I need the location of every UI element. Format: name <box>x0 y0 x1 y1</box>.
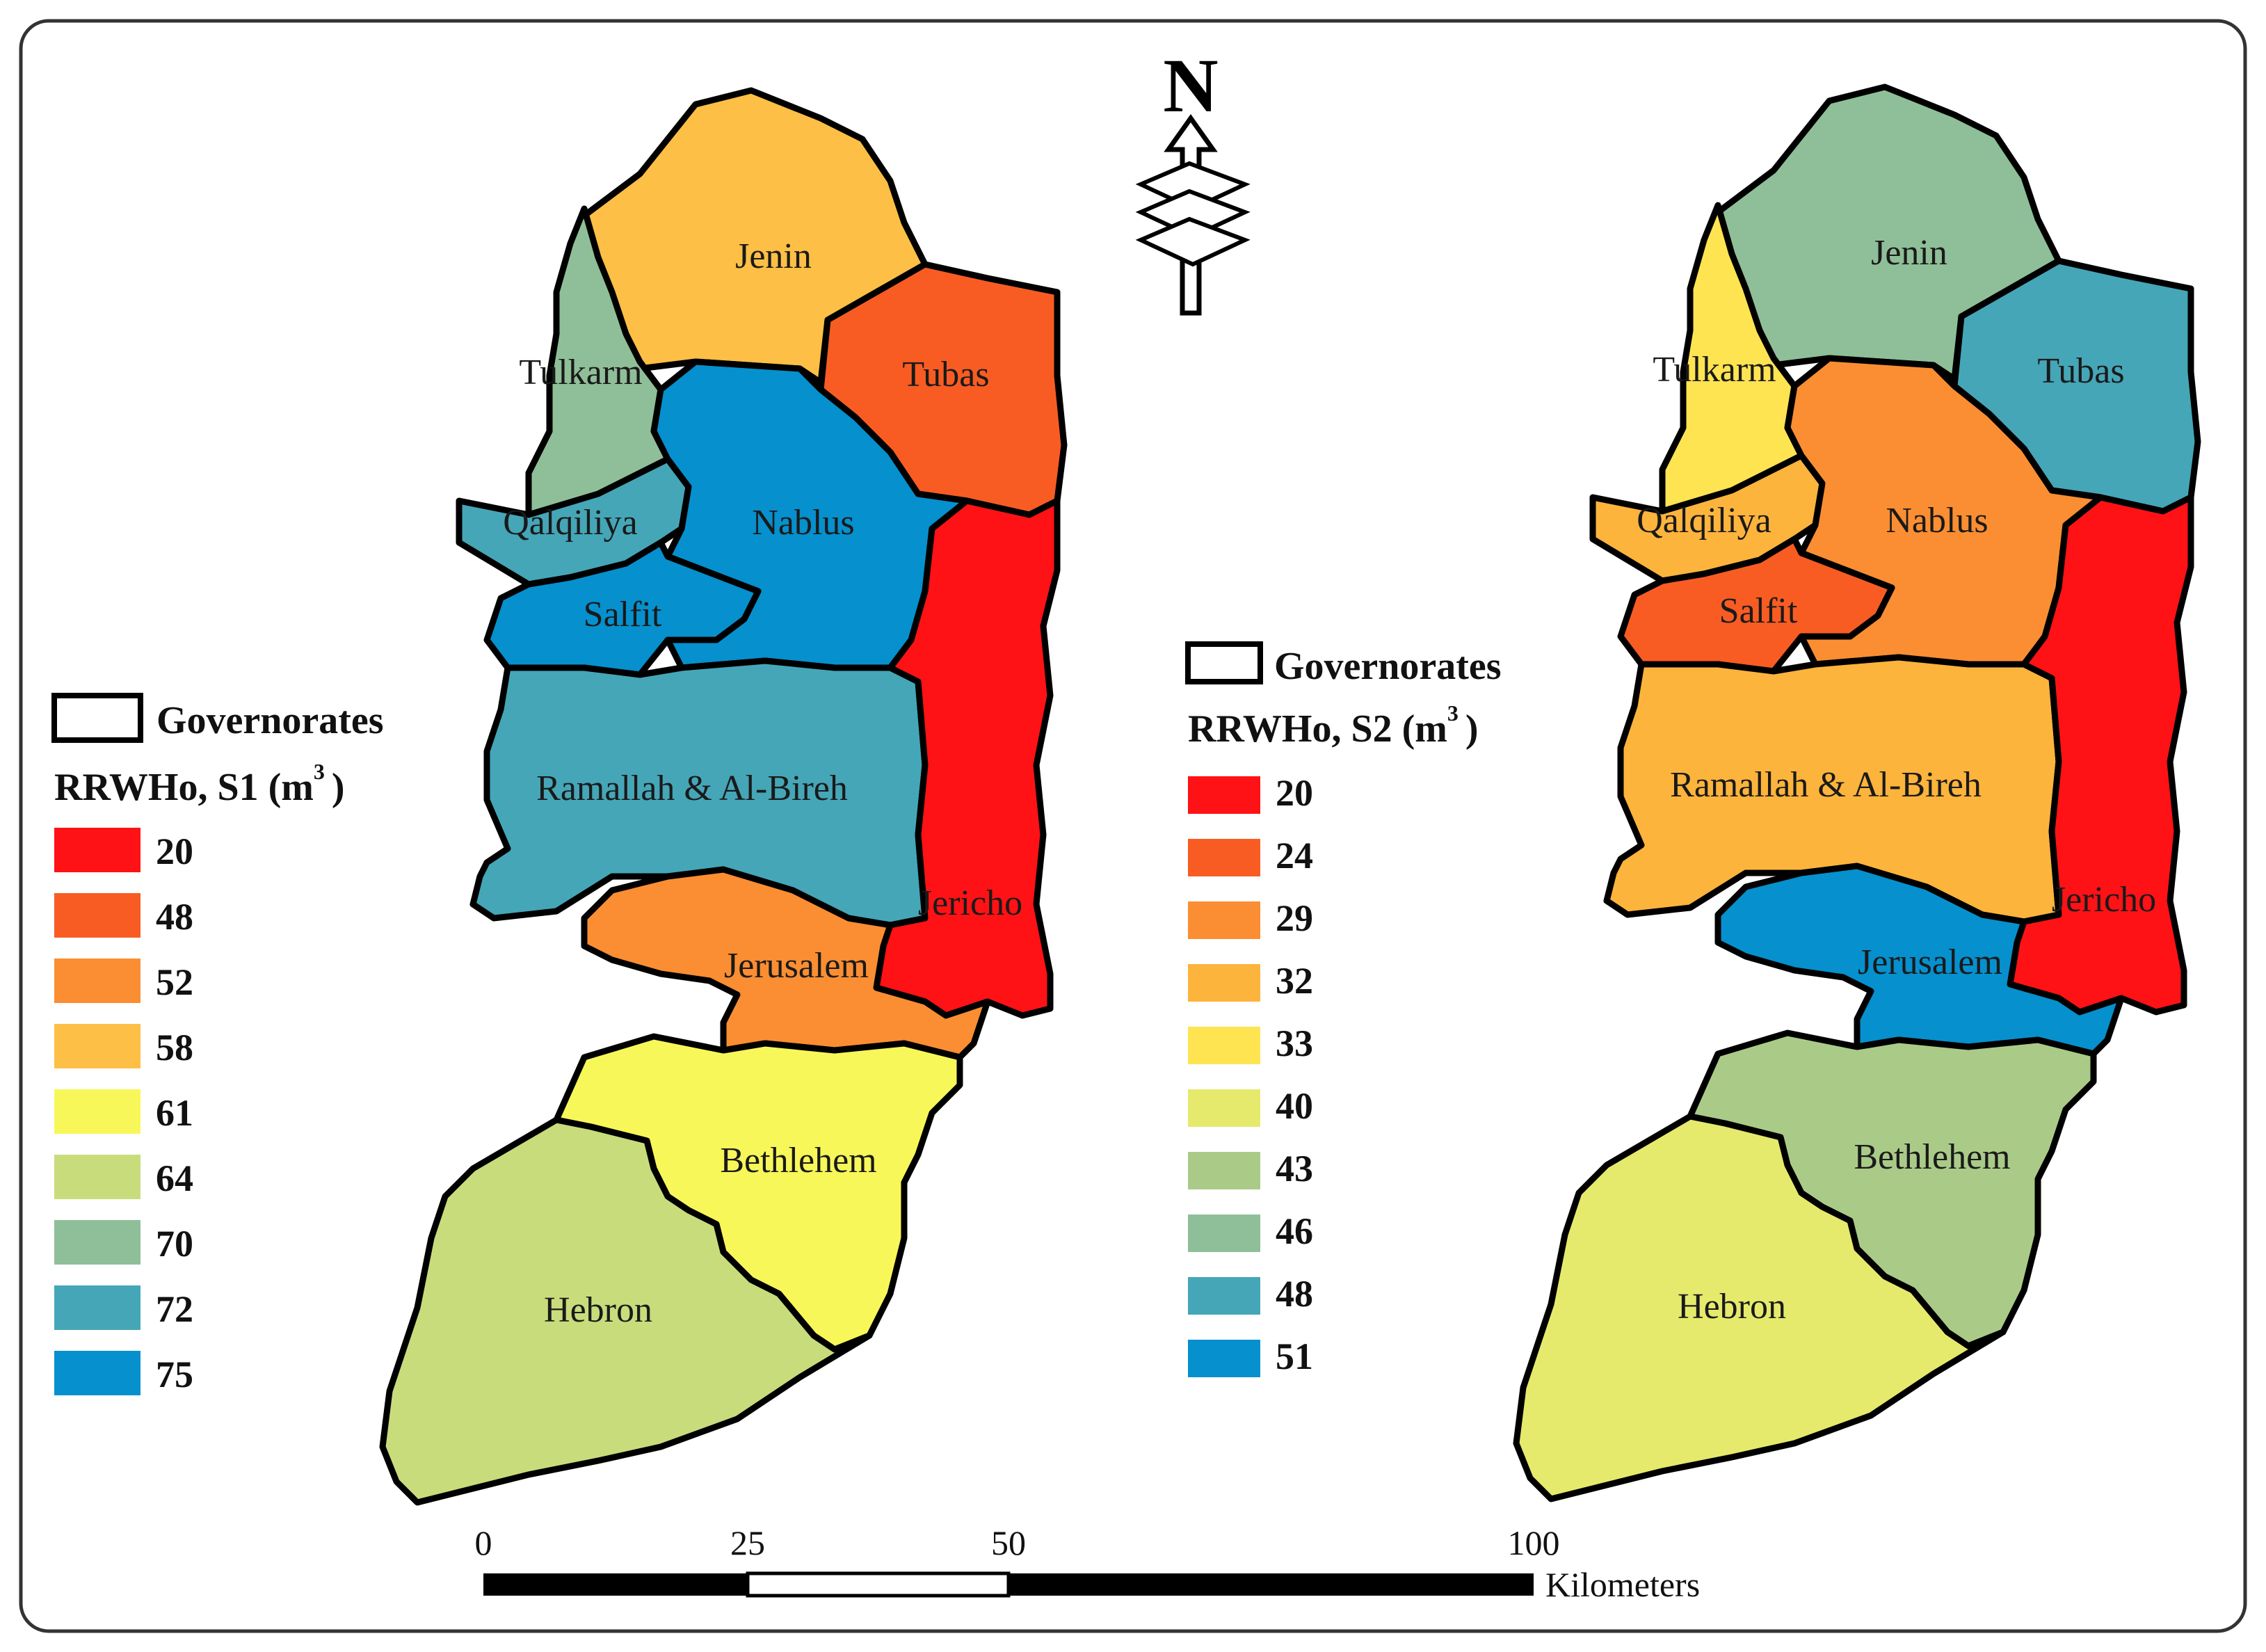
legend-value: 52 <box>156 961 193 1003</box>
layers-icon-bottom <box>1135 216 1251 267</box>
legend-value: 64 <box>156 1157 193 1199</box>
label-bethlehem: Bethlehem <box>1854 1137 2010 1177</box>
label-tulkarm: Tulkarm <box>1653 350 1776 390</box>
legend-swatch <box>54 1024 140 1068</box>
legend-value: 46 <box>1276 1210 1313 1252</box>
legend-s1: Governorates RRWHo, S1 (m3) 20 48 52 58 61 64… <box>51 693 384 1395</box>
region-hebron <box>1513 1113 2007 1502</box>
label-hebron: Hebron <box>1678 1287 1786 1326</box>
label-tubas: Tubas <box>902 355 989 394</box>
label-qalqiliya: Qalqiliya <box>503 503 638 543</box>
legend-classes: 20 48 52 58 61 64 70 72 75 <box>54 828 193 1395</box>
label-tubas: Tubas <box>2037 351 2124 391</box>
legend-swatch <box>54 1155 140 1199</box>
legend-swatch <box>1188 1027 1260 1064</box>
north-arrow-letter: N <box>1163 43 1218 128</box>
legend-value: 33 <box>1276 1023 1313 1064</box>
label-jenin: Jenin <box>735 236 812 276</box>
legend-value: 20 <box>156 831 193 872</box>
legend-value: 48 <box>156 896 193 938</box>
boundary-line <box>708 979 739 1024</box>
legend-value: 61 <box>156 1092 193 1134</box>
legend-value: 58 <box>156 1027 193 1068</box>
legend-value: 20 <box>1276 772 1313 814</box>
legend-value: 72 <box>156 1288 193 1330</box>
label-qalqiliya: Qalqiliya <box>1637 501 1771 540</box>
legend-swatch <box>54 1089 140 1134</box>
legend-value: 29 <box>1276 897 1313 939</box>
legend-swatch <box>54 1220 140 1265</box>
legend-swatch <box>1188 964 1260 1002</box>
legend-value: 51 <box>1276 1336 1313 1377</box>
label-salfit: Salfit <box>584 595 662 634</box>
label-jerusalem: Jerusalem <box>724 946 869 986</box>
north-arrow: N <box>1135 43 1251 316</box>
legend-swatch <box>1188 1340 1260 1377</box>
label-salfit: Salfit <box>1719 591 1798 631</box>
label-jericho: Jericho <box>918 883 1022 923</box>
label-nablus: Nablus <box>752 503 854 543</box>
scale-segment-2 <box>746 1571 1011 1598</box>
map-s2 <box>1513 83 2201 1502</box>
scale-bar: 0 25 50 100 Kilometers <box>475 1523 1701 1604</box>
map-frame <box>19 19 2247 1633</box>
legend-swatch <box>54 1351 140 1395</box>
legend-swatch <box>54 1285 140 1330</box>
legend-swatch <box>1188 1214 1260 1252</box>
legend-value: 70 <box>156 1223 193 1265</box>
map-s1-labels: Jenin Tulkarm Tubas Qalqiliya Nablus Sal… <box>503 236 1022 1330</box>
legend-boundary-label: Governorates <box>1274 645 1502 688</box>
legend-swatch <box>1188 1152 1260 1189</box>
legend-swatch <box>1188 1277 1260 1315</box>
legend-value: 32 <box>1276 960 1313 1002</box>
legend-value: 48 <box>1276 1273 1313 1315</box>
legend-value: 43 <box>1276 1148 1313 1189</box>
label-ramallah: Ramallah & Al-Bireh <box>536 769 848 808</box>
legend-swatch <box>1188 901 1260 939</box>
map-s1 <box>379 87 1068 1506</box>
legend-swatch <box>54 959 140 1003</box>
legend-title: RRWHo, S2 (m3) <box>1188 700 1479 751</box>
legend-swatch <box>1188 1089 1260 1127</box>
label-ramallah: Ramallah & Al-Bireh <box>1670 765 1982 805</box>
legend-swatch <box>54 828 140 872</box>
label-jenin: Jenin <box>1871 233 1947 273</box>
label-hebron: Hebron <box>544 1290 652 1330</box>
scale-segment-3 <box>1009 1573 1534 1596</box>
legend-boundary-label: Governorates <box>156 699 384 742</box>
legend-classes: 20 24 29 32 33 40 43 46 48 51 <box>1188 772 1313 1377</box>
scale-tick-0: 0 <box>475 1523 492 1562</box>
scale-tick-100: 100 <box>1508 1523 1560 1562</box>
label-jericho: Jericho <box>2052 880 2156 920</box>
legend-s2: Governorates RRWHo, S2 (m3) 20 24 29 32 33 40… <box>1185 641 1502 1377</box>
legend-value: 40 <box>1276 1085 1313 1127</box>
legend-value: 24 <box>1276 835 1313 876</box>
legend-swatch <box>1188 776 1260 814</box>
legend-boundary-swatch <box>1185 641 1263 684</box>
scale-unit: Kilometers <box>1545 1565 1700 1604</box>
scale-tick-50: 50 <box>991 1523 1026 1562</box>
label-jerusalem: Jerusalem <box>1858 943 2002 982</box>
map-s2-labels: Jenin Tulkarm Tubas Qalqiliya Nablus Sal… <box>1637 233 2156 1326</box>
label-bethlehem: Bethlehem <box>720 1141 876 1180</box>
legend-swatch <box>54 893 140 938</box>
label-tulkarm: Tulkarm <box>519 353 642 392</box>
scale-tick-25: 25 <box>730 1523 765 1562</box>
region-hebron <box>379 1116 873 1506</box>
legend-swatch <box>1188 839 1260 876</box>
legend-boundary-swatch <box>51 693 143 743</box>
legend-title: RRWHo, S1 (m3) <box>54 759 345 809</box>
boundary-line <box>1842 975 1873 1020</box>
legend-value: 75 <box>156 1354 193 1395</box>
scale-segment-1 <box>483 1573 748 1596</box>
label-nablus: Nablus <box>1886 501 1988 540</box>
